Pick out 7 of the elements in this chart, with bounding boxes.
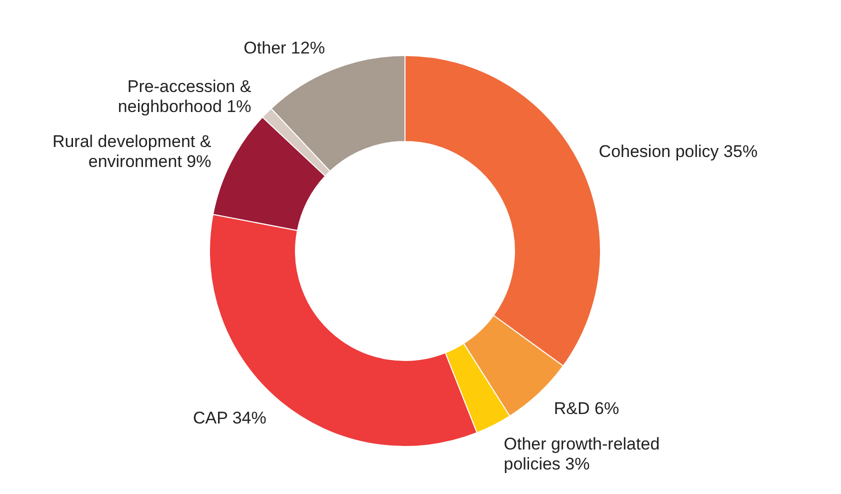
slice-label: Pre-accession & neighborhood 1% <box>118 76 252 116</box>
slice-label: R&D 6% <box>554 399 620 418</box>
slice-label: Other 12% <box>244 38 325 58</box>
slice-label: Rural development & environment 9% <box>52 132 212 171</box>
slice-label: Cohesion policy 35% <box>598 142 758 161</box>
slice-label: CAP 34% <box>192 408 266 428</box>
slice-label: Other growth-related policies 3% <box>504 434 660 474</box>
